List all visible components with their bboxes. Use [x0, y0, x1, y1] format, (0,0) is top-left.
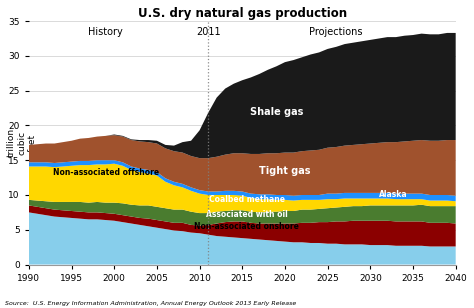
Y-axis label: trillion
cubic
feet: trillion cubic feet: [7, 128, 37, 157]
Text: Associated with oil: Associated with oil: [206, 210, 287, 219]
Text: Shale gas: Shale gas: [250, 107, 303, 116]
Text: Non-associated offshore: Non-associated offshore: [53, 168, 159, 177]
Text: 2011: 2011: [196, 27, 220, 37]
Text: Coalbed methane: Coalbed methane: [209, 195, 284, 205]
Text: Projections: Projections: [310, 27, 363, 37]
Text: Tight gas: Tight gas: [259, 166, 310, 176]
Text: History: History: [88, 27, 123, 37]
Title: U.S. dry natural gas production: U.S. dry natural gas production: [138, 7, 347, 20]
Text: Alaska: Alaska: [379, 190, 408, 200]
Text: Non-associated onshore: Non-associated onshore: [194, 222, 299, 231]
Text: Source:  U.S. Energy Information Administration, Annual Energy Outlook 2013 Earl: Source: U.S. Energy Information Administ…: [5, 302, 296, 306]
